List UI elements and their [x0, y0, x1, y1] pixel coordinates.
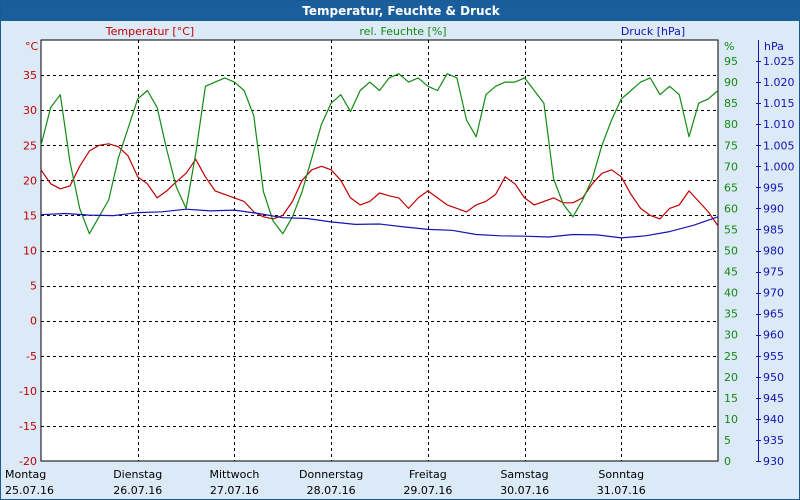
humidity-tick-label: 45 [724, 266, 738, 279]
x-date-label: 28.07.16 [307, 484, 356, 497]
pressure-tick-label: 935 [763, 434, 784, 447]
humidity-tick-label: 35 [724, 308, 738, 321]
humidity-series-line [40, 73, 719, 235]
temperature-tick-label: 20 [23, 174, 37, 187]
pressure-tick-label: 990 [763, 202, 784, 215]
humidity-tick-label: 85 [724, 97, 738, 110]
x-day-label: Mittwoch [209, 468, 259, 481]
humidity-tick-label: 80 [724, 118, 738, 131]
temperature-tick-label: -5 [26, 350, 37, 363]
humidity-tick-label: 10 [724, 413, 738, 426]
pressure-tick-label: 980 [763, 245, 784, 258]
pressure-tick-label: 1.010 [763, 118, 795, 131]
plot-area [40, 39, 719, 462]
temperature-tick-label: 35 [23, 69, 37, 82]
x-day-label: Sonntag [598, 468, 644, 481]
x-day-label: Samstag [500, 468, 548, 481]
pressure-tick-label: 995 [763, 181, 784, 194]
temperature-tick-label: 10 [23, 245, 37, 258]
x-date-label: 30.07.16 [500, 484, 549, 497]
temperature-tick-label: 5 [30, 280, 37, 293]
x-date-label: 31.07.16 [597, 484, 646, 497]
humidity-tick-label: 5 [724, 434, 731, 447]
temperature-series-line [40, 143, 719, 227]
pressure-tick-label: 960 [763, 329, 784, 342]
temperature-tick-label: 30 [23, 104, 37, 117]
humidity-tick-label: 40 [724, 287, 738, 300]
x-date-label: 26.07.16 [113, 484, 162, 497]
temperature-tick-label: 0 [30, 315, 37, 328]
temperature-unit: °C [25, 40, 39, 53]
humidity-tick-label: 15 [724, 392, 738, 405]
pressure-tick-label: 1.015 [763, 97, 795, 110]
humidity-tick-label: 0 [724, 455, 731, 468]
pressure-tick-label: 970 [763, 287, 784, 300]
pressure-unit: hPa [764, 40, 784, 53]
x-date-label: 25.07.16 [5, 484, 54, 497]
humidity-tick-label: 25 [724, 350, 738, 363]
x-date-label: 29.07.16 [403, 484, 452, 497]
pressure-tick-label: 940 [763, 413, 784, 426]
pressure-tick-label: 955 [763, 350, 784, 363]
x-day-label: Dienstag [113, 468, 162, 481]
humidity-tick-label: 90 [724, 76, 738, 89]
pressure-tick-label: 945 [763, 392, 784, 405]
humidity-tick-label: 65 [724, 181, 738, 194]
temperature-tick-label: -15 [19, 420, 37, 433]
pressure-series-line [40, 208, 719, 239]
pressure-tick-label: 1.000 [763, 160, 795, 173]
legend-humidity: rel. Feuchte [%] [359, 25, 446, 38]
pressure-tick-label: 1.020 [763, 76, 795, 89]
pressure-tick-label: 1.025 [763, 55, 795, 68]
x-date-label: 27.07.16 [210, 484, 259, 497]
temperature-tick-label: -20 [19, 455, 37, 468]
x-day-label: Montag [5, 468, 46, 481]
humidity-tick-label: 20 [724, 371, 738, 384]
humidity-tick-label: 60 [724, 202, 738, 215]
pressure-tick-label: 1.005 [763, 139, 795, 152]
humidity-unit: % [724, 40, 734, 53]
pressure-tick-label: 950 [763, 371, 784, 384]
temperature-tick-label: 25 [23, 139, 37, 152]
humidity-tick-label: 30 [724, 329, 738, 342]
humidity-tick-label: 50 [724, 245, 738, 258]
temperature-tick-label: -10 [19, 385, 37, 398]
legend-temperature: Temperatur [°C] [105, 25, 194, 38]
x-day-label: Freitag [409, 468, 447, 481]
legend-pressure: Druck [hPa] [621, 25, 685, 38]
humidity-tick-label: 70 [724, 160, 738, 173]
humidity-tick-label: 55 [724, 223, 738, 236]
humidity-tick-label: 75 [724, 139, 738, 152]
pressure-tick-label: 930 [763, 455, 784, 468]
humidity-tick-label: 95 [724, 55, 738, 68]
pressure-tick-label: 965 [763, 308, 784, 321]
temperature-tick-label: 15 [23, 209, 37, 222]
pressure-tick-label: 985 [763, 223, 784, 236]
x-day-label: Donnerstag [299, 468, 363, 481]
pressure-tick-label: 975 [763, 266, 784, 279]
chart-title: Temperatur, Feuchte & Druck [1, 1, 800, 21]
